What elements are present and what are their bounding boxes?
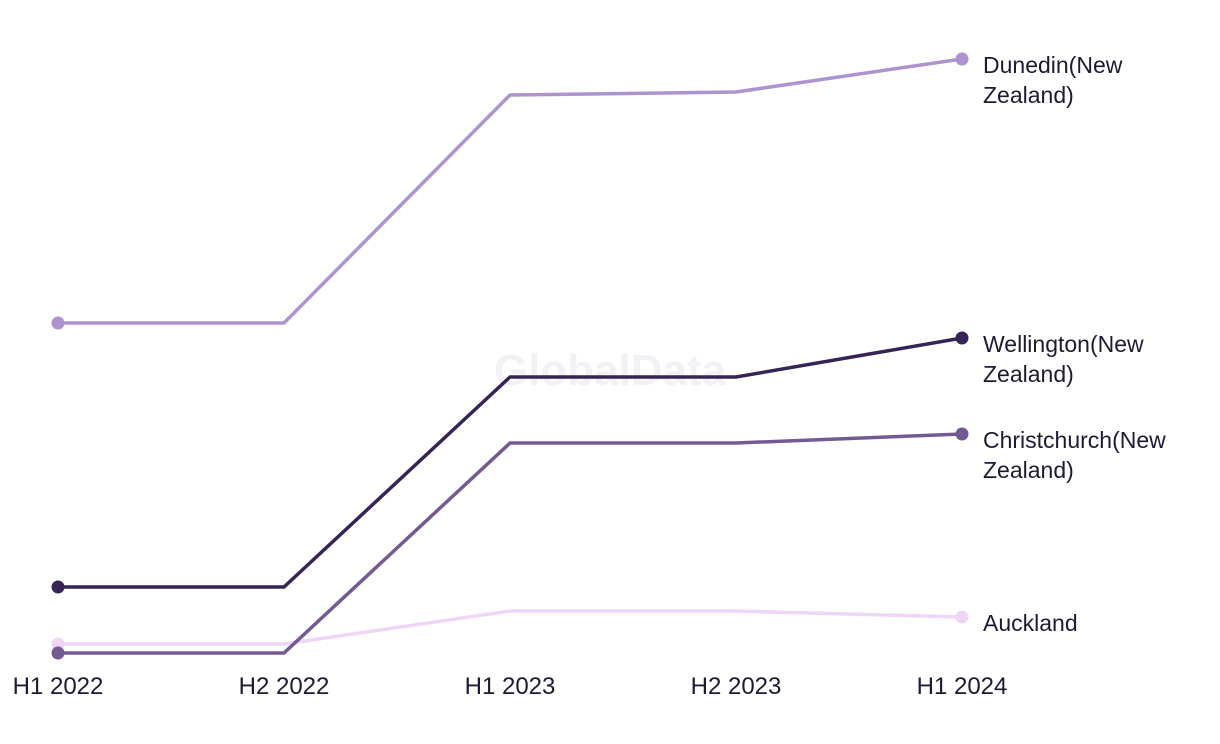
series-layer bbox=[51, 52, 969, 660]
series-point bbox=[51, 316, 65, 330]
series-point bbox=[51, 580, 65, 594]
series-3 bbox=[51, 609, 969, 651]
series-line bbox=[58, 57, 963, 325]
series-label: Wellington(New bbox=[983, 331, 1144, 357]
series-0 bbox=[51, 52, 969, 330]
series-label: Zealand) bbox=[983, 361, 1074, 387]
series-point bbox=[51, 646, 65, 660]
x-tick-label: H1 2022 bbox=[13, 673, 104, 700]
watermark: GlobalData bbox=[494, 346, 727, 395]
series-2 bbox=[51, 427, 969, 660]
series-label: Dunedin(New bbox=[983, 52, 1123, 78]
x-tick-label: H2 2022 bbox=[239, 673, 330, 700]
series-label: Zealand) bbox=[983, 82, 1074, 108]
series-label: Zealand) bbox=[983, 457, 1074, 483]
x-tick-label: H1 2023 bbox=[465, 673, 556, 700]
x-tick-label: H1 2024 bbox=[917, 673, 1008, 700]
x-axis: H1 2022 H2 2022 H1 2023 H2 2023 H1 2024 bbox=[13, 673, 1008, 700]
x-tick-label: H2 2023 bbox=[691, 673, 782, 700]
series-line bbox=[58, 432, 963, 655]
series-point bbox=[955, 52, 969, 66]
series-label: Auckland bbox=[983, 610, 1078, 636]
series-line bbox=[58, 609, 963, 646]
series-point bbox=[955, 610, 969, 624]
series-1 bbox=[51, 331, 969, 594]
series-point bbox=[955, 427, 969, 441]
series-point bbox=[955, 331, 969, 345]
series-line bbox=[58, 336, 963, 589]
series-labels: Auckland Christchurch(New Zealand) Wellingt… bbox=[983, 52, 1166, 636]
series-label: Christchurch(New bbox=[983, 427, 1166, 453]
series-point bbox=[51, 637, 65, 651]
